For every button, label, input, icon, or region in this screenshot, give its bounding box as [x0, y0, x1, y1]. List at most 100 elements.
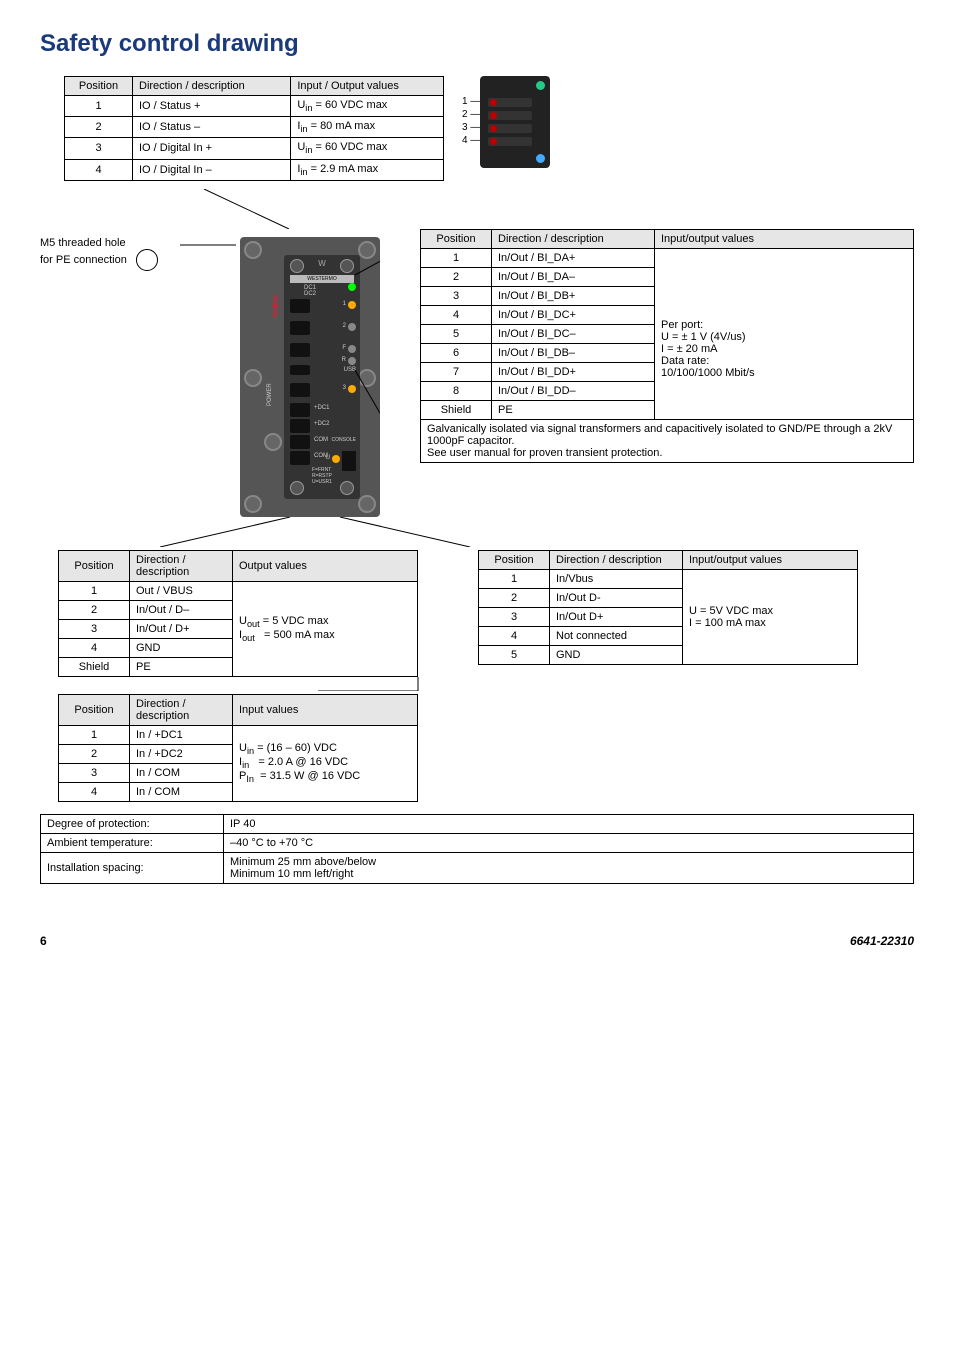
- cell: In/Out / BI_DB+: [492, 286, 655, 305]
- cell: GND: [550, 645, 683, 664]
- env-label: Installation spacing:: [41, 852, 224, 883]
- cell: 3: [479, 607, 550, 626]
- cell: Iin = 2.9 mA max: [291, 159, 444, 180]
- cell: In/Out / BI_DC–: [492, 324, 655, 343]
- cell: 2: [65, 117, 133, 138]
- m5-label: for PE connection: [40, 254, 127, 266]
- col-hdr: Input/output values: [683, 550, 858, 569]
- pin-numbers: 1 —2 —3 —4 —: [462, 76, 480, 181]
- cell: IO / Status +: [133, 96, 291, 117]
- cell: 1: [421, 248, 492, 267]
- cell: In / +DC1: [130, 725, 233, 744]
- cell: Shield: [59, 657, 130, 676]
- m5-label: M5 threaded hole: [40, 237, 126, 249]
- env-label: Degree of protection:: [41, 814, 224, 833]
- page-number: 6: [40, 934, 47, 948]
- eth-note: Galvanically isolated via signal transfo…: [421, 419, 914, 462]
- col-hdr: Position: [479, 550, 550, 569]
- cell: Uin = 60 VDC max: [291, 96, 444, 117]
- cell: 1: [59, 725, 130, 744]
- cell: In/Out / BI_DD+: [492, 362, 655, 381]
- col-hdr: Position: [59, 694, 130, 725]
- cell: IO / Digital In –: [133, 159, 291, 180]
- cell: 3: [59, 763, 130, 782]
- cell: Uin = (16 – 60) VDC Iin = 2.0 A @ 16 VDC…: [233, 725, 418, 801]
- leader-line: [58, 677, 458, 691]
- leader-line: [64, 189, 954, 229]
- cell: Out / VBUS: [130, 581, 233, 600]
- cell: 3: [59, 619, 130, 638]
- cell: IO / Digital In +: [133, 138, 291, 159]
- cell: 3: [421, 286, 492, 305]
- environment-table: Degree of protection:IP 40 Ambient tempe…: [40, 814, 914, 884]
- output-table: Position Direction / description Output …: [58, 550, 418, 677]
- cell: In/Vbus: [550, 569, 683, 588]
- m5-hole-icon: [136, 249, 158, 271]
- env-value: Minimum 25 mm above/below Minimum 10 mm …: [224, 852, 914, 883]
- cell: 2: [479, 588, 550, 607]
- page-title: Safety control drawing: [40, 30, 914, 58]
- col-hdr: Position: [421, 229, 492, 248]
- cell: 2: [421, 267, 492, 286]
- cell: In/Out D+: [550, 607, 683, 626]
- cell: Iin = 80 mA max: [291, 117, 444, 138]
- usb-io-table: Position Direction / description Input/o…: [478, 550, 858, 665]
- cell: U = 5V VDC max I = 100 mA max: [683, 569, 858, 664]
- cell: 8: [421, 381, 492, 400]
- col-hdr: Input values: [233, 694, 418, 725]
- cell: In/Out / D–: [130, 600, 233, 619]
- input-table: Position Direction / description Input v…: [58, 694, 418, 802]
- cell: IO / Status –: [133, 117, 291, 138]
- cell: 4: [421, 305, 492, 324]
- cell: 1: [59, 581, 130, 600]
- cell: 4: [59, 638, 130, 657]
- cell: Uout = 5 VDC max Iout = 500 mA max: [233, 581, 418, 676]
- col-hdr: Direction / description: [550, 550, 683, 569]
- cell: 4: [65, 159, 133, 180]
- cell: 3: [65, 138, 133, 159]
- env-value: IP 40: [224, 814, 914, 833]
- cell: Not connected: [550, 626, 683, 645]
- cell: In/Out / BI_DA–: [492, 267, 655, 286]
- cell: 2: [59, 744, 130, 763]
- device-thumbnail: [480, 76, 550, 168]
- col-hdr: Position: [65, 77, 133, 96]
- doc-number: 6641-22310: [850, 934, 914, 948]
- ethernet-table: Position Direction / description Input/o…: [420, 229, 914, 463]
- cell: 4: [479, 626, 550, 645]
- cell: Uin = 60 VDC max: [291, 138, 444, 159]
- io-status-table: Position Direction / description Input /…: [64, 76, 444, 181]
- cell: PE: [130, 657, 233, 676]
- cell: In/Out D-: [550, 588, 683, 607]
- cell: In/Out / D+: [130, 619, 233, 638]
- cell: In/Out / BI_DD–: [492, 381, 655, 400]
- col-hdr: Output values: [233, 550, 418, 581]
- cell: 4: [59, 782, 130, 801]
- cell: 7: [421, 362, 492, 381]
- col-hdr: Direction / description: [492, 229, 655, 248]
- cell: In/Out / BI_DB–: [492, 343, 655, 362]
- cell: PE: [492, 400, 655, 419]
- cell: 5: [421, 324, 492, 343]
- leader-lines: [180, 225, 380, 525]
- col-hdr: Direction / description: [130, 550, 233, 581]
- col-hdr: Direction / description: [130, 694, 233, 725]
- cell: Per port: U = ± 1 V (4V/us) I = ± 20 mA …: [655, 248, 914, 419]
- cell: Shield: [421, 400, 492, 419]
- col-hdr: Direction / description: [133, 77, 291, 96]
- cell: In / +DC2: [130, 744, 233, 763]
- cell: In / COM: [130, 763, 233, 782]
- col-hdr: Input/output values: [655, 229, 914, 248]
- col-hdr: Position: [59, 550, 130, 581]
- leader-lines: [40, 517, 940, 547]
- cell: In/Out / BI_DA+: [492, 248, 655, 267]
- cell: 5: [479, 645, 550, 664]
- env-label: Ambient temperature:: [41, 833, 224, 852]
- cell: In / COM: [130, 782, 233, 801]
- cell: In/Out / BI_DC+: [492, 305, 655, 324]
- cell: 6: [421, 343, 492, 362]
- cell: 1: [65, 96, 133, 117]
- cell: 1: [479, 569, 550, 588]
- cell: GND: [130, 638, 233, 657]
- cell: 2: [59, 600, 130, 619]
